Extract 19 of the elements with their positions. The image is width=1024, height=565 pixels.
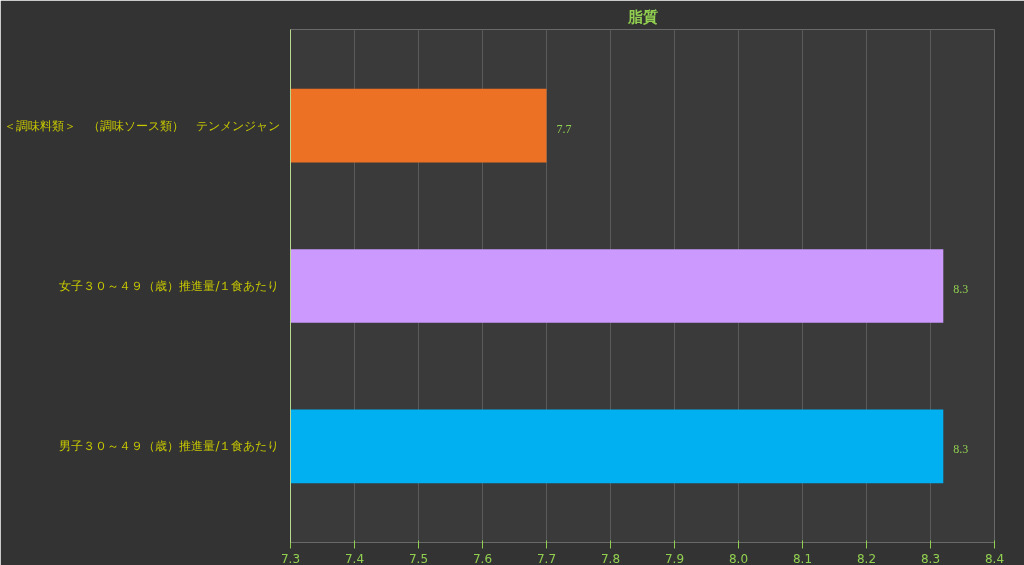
chart-title: 脂質 [626, 7, 658, 26]
y-tick-label: 女子３０～４９（歳）推進量/１食あたり [59, 279, 280, 293]
x-tick-label: 8.1 [792, 551, 813, 565]
x-tick-label: 7.5 [408, 551, 429, 565]
data-label: 8.3 [953, 442, 969, 457]
data-label: 7.7 [556, 121, 572, 136]
y-tick-label: ＜調味料類＞ （調味ソース類） テンメンジャン [3, 118, 280, 133]
x-tick-label: 7.4 [344, 551, 365, 565]
x-tick-label: 8.0 [728, 551, 749, 565]
x-tick-label: 7.8 [600, 551, 621, 565]
data-label: 8.3 [953, 282, 969, 296]
x-tick-label: 7.7 [536, 551, 557, 565]
x-tick-label: 7.3 [280, 551, 301, 565]
x-tick-label: 8.4 [984, 551, 1005, 565]
x-tick-label: 8.3 [920, 551, 941, 565]
x-tick-label: 8.2 [856, 551, 877, 565]
x-tick-label: 7.6 [472, 551, 493, 565]
y-tick-label: 男子３０～４９（歳）推進量/１食あたり [59, 439, 280, 454]
x-tick-label: 7.9 [664, 551, 685, 565]
